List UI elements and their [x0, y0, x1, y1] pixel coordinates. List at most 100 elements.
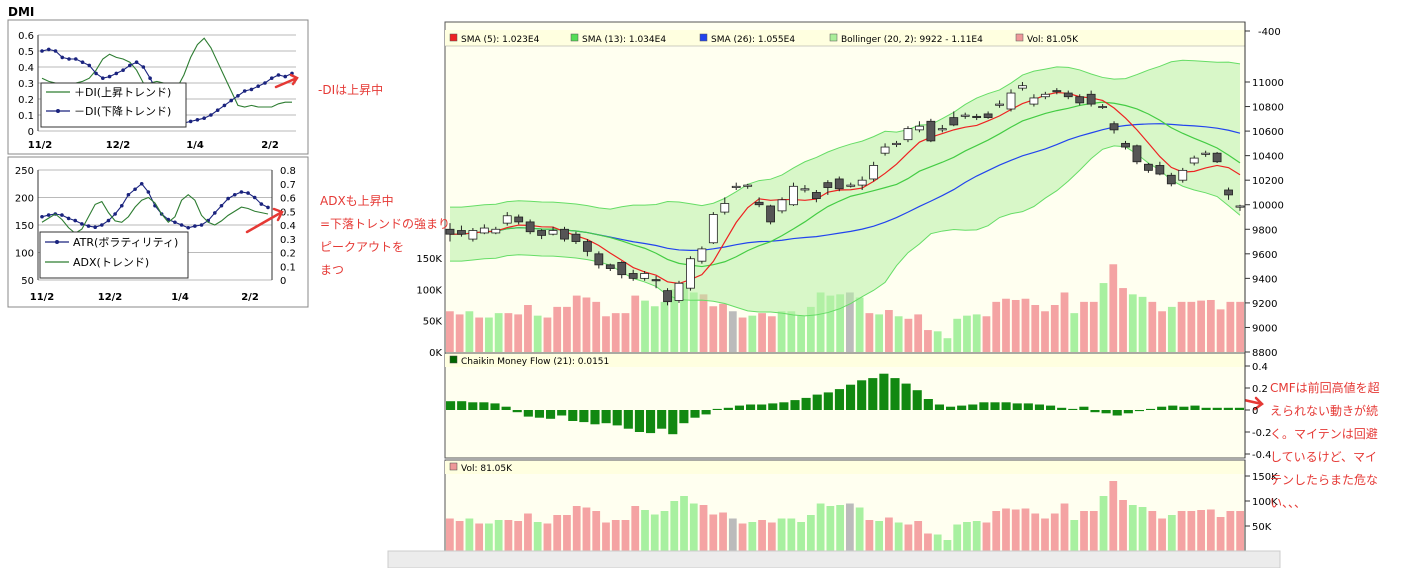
vol-legend-label: Vol: 81.05K — [461, 464, 513, 474]
legend-swatch — [570, 33, 579, 42]
candle-body — [857, 179, 867, 186]
vol-bar — [1177, 511, 1186, 551]
volume-bar — [533, 315, 542, 352]
atr-series-point — [179, 223, 184, 227]
vol-bar — [885, 517, 893, 551]
vol-axis-label: 50K — [1252, 522, 1272, 533]
vol-bar — [650, 514, 659, 551]
atr-legend-label: ADX(トレンド) — [73, 256, 149, 269]
vol-bar — [524, 513, 532, 551]
cmf-bar — [590, 410, 600, 425]
vol-bar — [933, 534, 942, 551]
price-axis-label: 9600 — [1252, 250, 1277, 261]
volume-bar — [963, 315, 971, 352]
annotation-adx-line3: ピークアウトを — [320, 240, 405, 254]
atr-series-point — [252, 195, 257, 200]
atr-series-point — [146, 190, 151, 194]
candle-body — [571, 233, 581, 242]
candle-body — [983, 113, 993, 118]
price-axis-label: 10000 — [1252, 201, 1284, 212]
annotation-cmf: CMFは前回高値を超 えられない動きが続 く。マイテンは回避 しているけど、マイ… — [1270, 377, 1380, 515]
adx-y-tick-right: 0.7 — [280, 180, 296, 191]
volume-bar — [650, 306, 659, 352]
candle-body — [880, 146, 890, 154]
vol-bar — [670, 501, 679, 551]
dmi-x-tick: 1/4 — [186, 140, 204, 151]
candle-body — [560, 228, 569, 240]
vol-bar — [699, 505, 708, 551]
cmf-bar — [1190, 405, 1200, 410]
candle-body — [1006, 92, 1016, 110]
cmf-bar — [479, 402, 489, 410]
cmf-bar — [846, 384, 856, 410]
atr-series-point — [86, 224, 91, 228]
candle-body — [995, 103, 1004, 106]
candle-body — [720, 203, 730, 213]
dmi-y-tick: 0.4 — [18, 63, 34, 74]
annotation-cmf-line4: しているけど、マイ — [1270, 450, 1378, 464]
candle-body — [1166, 174, 1176, 185]
vol-bar — [485, 523, 493, 551]
cmf-axis-label: -0.4 — [1252, 450, 1272, 461]
cmf-bar — [679, 410, 689, 424]
candle-body — [949, 117, 959, 126]
volume-bar — [924, 330, 932, 352]
cmf-bar — [468, 402, 478, 410]
candle-body — [605, 264, 615, 269]
adx-y-tick-right: 0.8 — [280, 166, 296, 177]
atr-legend — [39, 231, 189, 279]
atr-x-tick: 11/2 — [30, 292, 55, 303]
dmi-series-point — [87, 63, 92, 68]
vol-bar — [963, 522, 971, 551]
cmf-bar — [523, 410, 533, 417]
volume-bar — [611, 313, 620, 352]
cmf-axis-label: 0.2 — [1252, 384, 1268, 395]
vol-bar — [1070, 520, 1079, 551]
volume-bar — [875, 314, 884, 352]
volume-bar — [992, 301, 1001, 352]
cmf-bar — [779, 402, 789, 410]
cmf-bar — [712, 408, 722, 410]
vol-bar — [689, 503, 698, 551]
price-axis-label: 10800 — [1252, 103, 1284, 114]
dmi-series-point — [80, 60, 85, 64]
volume-bar — [680, 283, 688, 352]
dmi-series-point — [209, 113, 213, 117]
candle-body — [777, 199, 787, 212]
vol-bar — [1109, 481, 1118, 551]
cmf-bar — [1201, 407, 1211, 410]
vol-bar — [1226, 511, 1235, 551]
vol-bar — [875, 521, 884, 551]
vol-bar — [1011, 509, 1020, 551]
volume-bar — [660, 301, 669, 352]
annotation-cmf-line2: えられない動きが続 — [1270, 404, 1379, 418]
atr-x-tick: 12/2 — [98, 292, 123, 303]
cmf-bar — [812, 394, 822, 410]
cmf-axis-label: -0.2 — [1252, 428, 1272, 439]
cmf-bar — [1146, 408, 1156, 410]
price-axis-label: 8800 — [1252, 348, 1277, 359]
candle-body — [445, 228, 455, 235]
dmi-legend-label: ＋DI(上昇トレンド) — [74, 86, 171, 99]
cmf-bar — [534, 410, 544, 418]
volume-bar — [836, 294, 844, 352]
candle-body — [686, 258, 695, 289]
volume-bar — [1236, 301, 1244, 352]
candle-body — [537, 230, 546, 236]
atr-series-point — [80, 222, 84, 226]
vol-bar — [846, 503, 854, 551]
dmi-series-point — [121, 68, 125, 72]
volume-bar — [904, 318, 913, 352]
legend-swatch — [829, 33, 838, 42]
volume-bar — [582, 297, 591, 352]
cmf-bar — [568, 410, 578, 421]
candle-body — [1052, 90, 1062, 93]
vol-bar — [728, 518, 737, 551]
candle-body — [663, 290, 672, 303]
dmi-series-point — [222, 103, 227, 108]
atr-series-point — [100, 223, 104, 227]
cmf-bar — [623, 410, 633, 429]
cmf-bar — [823, 392, 833, 410]
volume-bar — [1011, 299, 1020, 352]
annotation-di: -DIは上昇中 — [318, 83, 384, 97]
